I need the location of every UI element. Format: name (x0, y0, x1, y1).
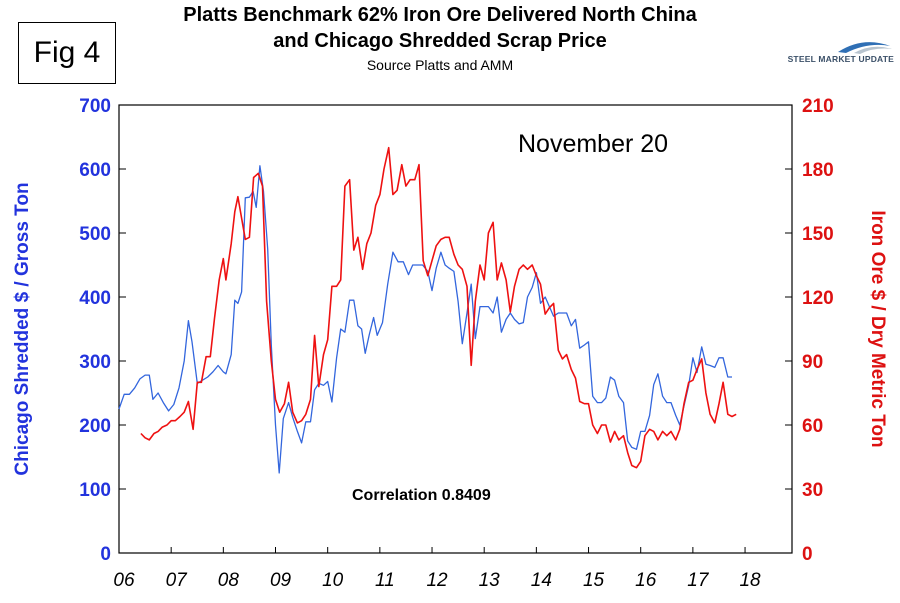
logo-text: STEEL MARKET UPDATE (787, 54, 894, 64)
x-axis: 06 07 08 09 10 11 12 13 14 15 16 17 18 (113, 547, 761, 591)
left-tick-label: 100 (79, 480, 111, 501)
series-layer (118, 146, 737, 474)
x-tick-label: 17 (687, 570, 710, 591)
chart-subtitle: Source Platts and AMM (366, 57, 514, 73)
x-tick-label: 09 (270, 570, 292, 591)
steel-market-update-logo: STEEL MARKET UPDATE (768, 38, 894, 78)
left-tick-label: 400 (79, 288, 111, 309)
y-axis-label-left: Chicago Shredded $ / Gross Ton (12, 182, 33, 475)
left-tick-label: 700 (79, 96, 111, 117)
x-tick-label: 13 (479, 570, 501, 591)
x-tick-label: 07 (166, 570, 189, 591)
x-tick-label: 16 (635, 570, 657, 591)
left-axis: 0 100 200 300 400 500 600 700 (79, 96, 126, 565)
chart-title: Platts Benchmark 62% Iron Ore Delivered … (183, 4, 697, 26)
left-tick-label: 500 (79, 224, 111, 245)
x-tick-label: 10 (322, 570, 344, 591)
x-tick-label: 18 (739, 570, 761, 591)
x-tick-label: 08 (218, 570, 240, 591)
y-axis-label-right: Iron Ore $ / Dry Metric Ton (867, 210, 888, 447)
plot-area (118, 104, 793, 554)
x-tick-label: 15 (583, 570, 605, 591)
series-line-right-axis (140, 146, 737, 469)
left-tick-label: 0 (100, 544, 111, 565)
right-tick-label: 30 (802, 480, 823, 501)
left-tick-label: 600 (79, 160, 111, 181)
right-tick-label: 60 (802, 416, 823, 437)
correlation-label: Correlation 0.8409 (352, 487, 491, 504)
x-tick-label: 12 (426, 570, 448, 591)
left-tick-label: 300 (79, 352, 111, 373)
right-tick-label: 210 (802, 96, 834, 117)
logo-swoosh-icon (838, 42, 892, 54)
x-tick-label: 14 (531, 570, 552, 591)
right-tick-label: 120 (802, 288, 834, 309)
right-tick-label: 180 (802, 160, 834, 181)
series-line-left-axis (118, 165, 732, 474)
x-tick-label: 06 (113, 570, 135, 591)
chart-title-line2: and Chicago Shredded Scrap Price (273, 30, 607, 52)
annotation-date: November 20 (518, 130, 668, 158)
x-tick-label: 11 (375, 570, 395, 591)
left-tick-label: 200 (79, 416, 111, 437)
right-tick-label: 90 (802, 352, 823, 373)
right-tick-label: 0 (802, 544, 813, 565)
figure-label: Fig 4 (18, 22, 116, 84)
right-axis: 0 30 60 90 120 150 180 210 (785, 96, 834, 565)
right-tick-label: 150 (802, 224, 834, 245)
